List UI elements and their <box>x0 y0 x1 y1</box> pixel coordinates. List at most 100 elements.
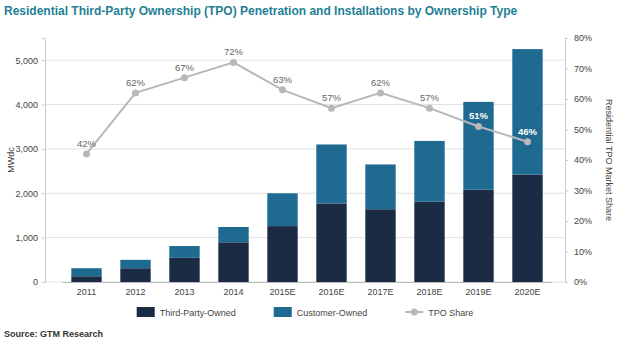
y2-tick-label: 50% <box>574 125 592 135</box>
marker <box>83 150 90 157</box>
y2-tick-label: 40% <box>574 155 592 165</box>
marker <box>426 105 433 112</box>
data-label: 57% <box>322 92 342 103</box>
x-tick-label: 2019E <box>465 287 491 297</box>
x-axis-line <box>63 282 553 283</box>
y2-tick: 10% <box>565 247 592 257</box>
y2-tick-mark <box>565 160 568 161</box>
y-axis-title: MWdc <box>6 147 16 173</box>
marker <box>279 86 286 93</box>
y-tick-label: 3,000 <box>15 144 38 154</box>
y2-tick-label: 60% <box>574 94 592 104</box>
data-label: 72% <box>224 46 244 57</box>
y-tick-mark <box>42 282 45 283</box>
legend-label: TPO Share <box>428 308 473 318</box>
y2-tick-mark <box>565 191 568 192</box>
data-label: 62% <box>126 77 146 88</box>
bar <box>414 202 444 282</box>
chart: Residential Third-Party Ownership (TPO) … <box>0 0 620 343</box>
markers <box>83 59 531 157</box>
legend-swatch <box>137 307 155 317</box>
data-labels: 42%62%67%72%63%57%62%57%51%46% <box>77 46 538 148</box>
bar <box>120 268 150 282</box>
x-tick: 2015E <box>269 282 295 297</box>
bar <box>267 226 297 282</box>
y2-tick-label: 80% <box>574 33 592 43</box>
y2-axis: 0%10%20%30%40%50%60%70%80% <box>565 33 592 287</box>
bar <box>169 246 199 258</box>
y2-tick-label: 30% <box>574 186 592 196</box>
y2-axis-title: Residential TPO Market Share <box>604 99 614 221</box>
title: Residential Third-Party Ownership (TPO) … <box>4 4 518 18</box>
bar <box>169 258 199 282</box>
x-tick: 2017E <box>367 282 393 297</box>
legend-label: Customer-Owned <box>297 308 368 318</box>
x-tick-label: 2012 <box>125 287 145 297</box>
data-label: 62% <box>371 77 391 88</box>
bar <box>218 227 248 242</box>
y2-tick-label: 20% <box>574 216 592 226</box>
data-label: 63% <box>273 74 293 85</box>
y2-axis-line <box>566 39 569 283</box>
y2-tick-mark <box>565 130 568 131</box>
x-tick-label: 2020E <box>514 287 540 297</box>
x-tick-label: 2017E <box>367 287 393 297</box>
bar <box>218 242 248 282</box>
x-tick: 2011 <box>77 282 96 297</box>
y-axis: 01,0002,0003,0004,0005,000 <box>15 39 45 288</box>
y-tick: 5,000 <box>15 56 45 66</box>
line <box>87 62 528 153</box>
y2-tick: 20% <box>565 216 592 226</box>
x-tick: 2012 <box>125 282 145 297</box>
x-tick: 2019E <box>465 282 491 297</box>
x-tick-label: 2011 <box>77 287 96 297</box>
y2-tick: 80% <box>565 33 592 43</box>
source: Source: GTM Research <box>4 329 103 339</box>
data-label: 51% <box>469 110 489 121</box>
y-tick-mark <box>42 238 45 239</box>
y-tick-label: 2,000 <box>15 189 38 199</box>
y2-tick-label: 10% <box>574 247 592 257</box>
y2-tick: 70% <box>565 64 592 74</box>
bar <box>365 209 395 282</box>
legend-swatch <box>274 307 292 317</box>
y2-tick-mark <box>565 221 568 222</box>
bar <box>463 102 493 190</box>
y-tick: 2,000 <box>15 189 45 199</box>
legend-label: Third-Party-Owned <box>160 308 236 318</box>
marker <box>524 138 531 145</box>
y2-tick: 60% <box>565 94 592 104</box>
y2-tick-mark <box>565 252 568 253</box>
marker <box>230 59 237 66</box>
y2-tick: 40% <box>565 155 592 165</box>
x-tick: 2016E <box>318 282 344 297</box>
x-tick-label: 2018E <box>416 287 442 297</box>
y2-tick: 30% <box>565 186 592 196</box>
y-tick-label: 0 <box>33 277 38 287</box>
bar <box>316 203 346 282</box>
x-tick: 2020E <box>514 282 540 297</box>
y2-tick-mark <box>565 99 568 100</box>
x-tick-label: 2015E <box>269 287 295 297</box>
bar <box>512 49 542 175</box>
marker <box>132 89 139 96</box>
x-tick-label: 2016E <box>318 287 344 297</box>
legend: Third-Party-Owned Customer-Owned TPO Share <box>137 307 474 318</box>
bar <box>71 268 101 276</box>
x-tick: 2013 <box>174 282 194 297</box>
bar <box>120 260 150 268</box>
bar <box>414 141 444 202</box>
x-tick-label: 2013 <box>174 287 194 297</box>
x-axis: 20112012201320142015E2016E2017E2018E2019… <box>63 282 553 297</box>
marker <box>181 74 188 81</box>
legend-item: Third-Party-Owned <box>137 307 236 318</box>
marker <box>328 105 335 112</box>
bar <box>365 164 395 209</box>
data-label: 57% <box>420 92 440 103</box>
y-tick: 3,000 <box>15 144 45 154</box>
y2-tick: 50% <box>565 125 592 135</box>
y-tick-mark <box>42 60 45 61</box>
grid <box>45 60 565 282</box>
marker <box>475 123 482 130</box>
y-tick-mark <box>42 105 45 106</box>
